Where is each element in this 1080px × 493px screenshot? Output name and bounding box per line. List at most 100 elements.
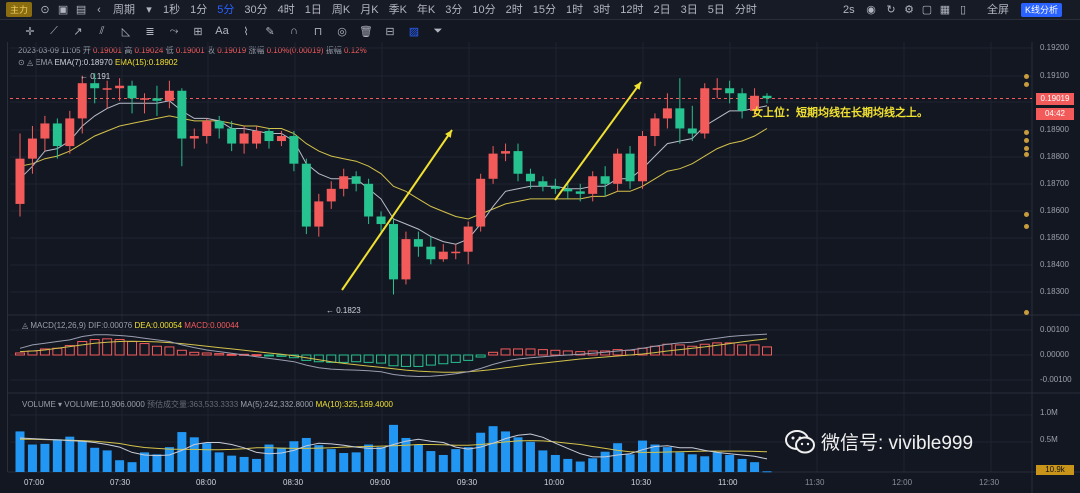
candle-body	[563, 188, 573, 192]
period-tab[interactable]: 10分	[472, 3, 496, 16]
macd-histogram-bar	[649, 345, 660, 356]
candle-body	[115, 85, 125, 89]
favorite-icon[interactable]: ⊙	[40, 4, 50, 16]
volume-bar	[115, 460, 125, 472]
candle-body	[227, 128, 237, 144]
delete-tool-icon[interactable]: 🗑	[359, 25, 373, 38]
candle-body	[351, 176, 361, 184]
camera-icon[interactable]: ◉	[866, 4, 876, 16]
price-tick-label: 0.18300	[1040, 287, 1069, 296]
volume-bar	[214, 452, 224, 472]
layers-icon[interactable]: ▢	[921, 4, 933, 16]
ruler-tool-icon[interactable]: ✎	[265, 25, 275, 38]
period-tab[interactable]: 周K	[331, 3, 351, 16]
bell-icon[interactable]: ▯	[959, 4, 967, 16]
channel-tool-icon[interactable]: ⫽	[99, 24, 105, 37]
crop-tool-icon[interactable]: ⊟	[385, 25, 395, 38]
volume-bar	[276, 447, 286, 472]
period-tab[interactable]: 分时	[734, 3, 757, 16]
candle-body	[712, 88, 722, 90]
chevron-left-icon[interactable]: ‹	[97, 3, 101, 16]
price-tick-label: 0.19100	[1040, 71, 1069, 80]
volume-bar	[700, 456, 710, 472]
period-tab[interactable]: 季K	[388, 3, 407, 16]
measure-tool-icon[interactable]: ⊞	[193, 25, 203, 38]
period-tab[interactable]: 2日	[653, 3, 671, 16]
refresh-rate[interactable]: 2s	[843, 3, 855, 16]
kline-analysis-button[interactable]: K线分析	[1020, 3, 1062, 17]
period-dropdown[interactable]: 周期	[113, 3, 136, 16]
layout-icon[interactable]: ▤	[75, 4, 87, 16]
volume-bar	[364, 444, 374, 472]
macd-histogram-bar	[164, 346, 175, 356]
period-tab[interactable]: 4时	[277, 3, 295, 16]
volume-bar	[102, 450, 112, 472]
indicator-tool-icon[interactable]: ▨	[408, 25, 420, 38]
filter-tool-icon[interactable]: ⏷	[433, 24, 443, 37]
volume-bar	[314, 445, 324, 472]
fib-tool-icon[interactable]: ≣	[145, 25, 155, 38]
period-tab[interactable]: 1日	[304, 3, 322, 16]
main-force-badge[interactable]: 主力	[6, 2, 33, 17]
dif-line	[19, 333, 768, 378]
period-tab[interactable]: 1秒	[163, 3, 181, 16]
candle-body	[575, 191, 585, 194]
cursor-icon[interactable]: ✛	[25, 25, 35, 38]
period-tab[interactable]: 2时	[505, 3, 523, 16]
period-tab[interactable]: 5分	[217, 3, 235, 16]
period-list: 1秒 1分 5分 30分 4时 1日 周K 月K 季K 年K 3分 10分 2时 15分 1时 3时 12时 2日…	[158, 0, 762, 20]
text-tool-icon[interactable]: Aa	[215, 25, 229, 37]
ray-tool-icon[interactable]: ↗	[73, 25, 83, 38]
volume-bar	[401, 437, 411, 472]
macd-histogram-bar	[550, 349, 561, 356]
period-tab[interactable]: 3分	[445, 3, 463, 16]
macd-histogram-bar	[301, 354, 312, 361]
volume-bar	[65, 436, 75, 472]
chevron-down-icon[interactable]: ▾	[146, 4, 152, 16]
magnet-tool-icon[interactable]: ∩	[290, 25, 298, 37]
period-tab[interactable]: 3时	[593, 3, 611, 16]
volume-bar	[164, 447, 174, 472]
period-tab[interactable]: 15分	[532, 3, 557, 16]
candle-body	[239, 133, 249, 144]
refresh-icon[interactable]: ↻	[886, 4, 896, 16]
candle-body	[413, 239, 423, 247]
alert-icon: ◬	[22, 321, 29, 330]
lock-tool-icon[interactable]: ⊓	[313, 25, 323, 38]
visibility-tool-icon[interactable]: ◎	[337, 25, 347, 38]
period-tab[interactable]: 12时	[620, 3, 644, 16]
fullscreen-button[interactable]: 全屏	[987, 3, 1009, 16]
line-tool-icon[interactable]: ⟋	[50, 24, 58, 37]
time-tick-label: 09:00	[370, 478, 391, 487]
macd-histogram-bar	[201, 352, 212, 356]
period-tab[interactable]: 5日	[707, 3, 725, 16]
candle-body	[750, 95, 760, 111]
period-tab[interactable]: 1时	[566, 3, 584, 16]
candle-body	[625, 153, 635, 182]
wave-tool-icon[interactable]: ⤳	[169, 24, 179, 37]
period-tab[interactable]: 月K	[360, 3, 379, 16]
candle-body	[40, 123, 50, 139]
period-tab[interactable]: 年K	[416, 3, 436, 16]
marker-dot	[1024, 74, 1029, 79]
lock-icon[interactable]: ▣	[57, 4, 69, 16]
marker-dot	[1024, 130, 1029, 135]
pattern-tool-icon[interactable]: ⌇	[243, 25, 249, 38]
candle-body	[214, 120, 224, 129]
period-tab[interactable]: 1分	[190, 3, 208, 16]
ema-legend: ⊙ ◬ EMA EMA(7):0.18970 EMA(15):0.18902	[18, 58, 178, 67]
period-tab[interactable]: 30分	[244, 3, 268, 16]
volume-bar	[712, 452, 722, 472]
period-tab[interactable]: 3日	[680, 3, 698, 16]
volume-bar	[426, 451, 436, 472]
volume-bar	[600, 451, 610, 472]
settings-icon[interactable]: ⚙	[904, 4, 914, 16]
candle-body	[662, 108, 672, 119]
macd-histogram-bar	[338, 354, 349, 363]
save-icon[interactable]: ▦	[939, 4, 951, 16]
triangle-tool-icon[interactable]: ◺	[121, 25, 131, 38]
macd-histogram-bar	[77, 341, 88, 356]
macd-histogram-bar	[699, 343, 710, 356]
macd-histogram-bar	[376, 354, 387, 364]
